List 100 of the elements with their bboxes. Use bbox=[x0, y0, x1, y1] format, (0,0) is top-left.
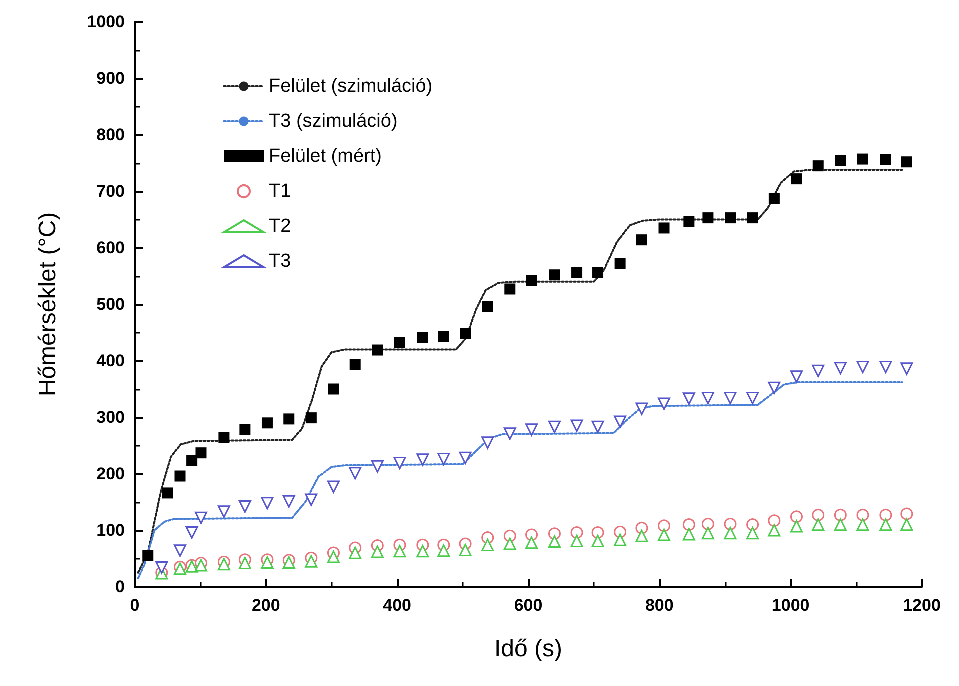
point bbox=[592, 420, 604, 434]
point bbox=[570, 534, 584, 548]
point bbox=[194, 512, 208, 524]
y-tick-label: 800 bbox=[96, 126, 125, 144]
point bbox=[416, 454, 430, 466]
point bbox=[812, 518, 825, 532]
point bbox=[526, 275, 538, 286]
point bbox=[724, 527, 737, 540]
point bbox=[658, 520, 671, 532]
point bbox=[834, 518, 847, 532]
point bbox=[768, 514, 781, 528]
point bbox=[572, 267, 583, 278]
y-tick-label: 1000 bbox=[87, 12, 125, 32]
point bbox=[682, 528, 696, 541]
point bbox=[459, 452, 472, 464]
point bbox=[327, 480, 340, 494]
point bbox=[349, 467, 362, 480]
point bbox=[284, 414, 295, 425]
point bbox=[459, 544, 472, 557]
point bbox=[142, 550, 154, 562]
point bbox=[835, 155, 846, 166]
point bbox=[174, 470, 186, 482]
point bbox=[636, 530, 648, 542]
point bbox=[438, 331, 450, 342]
x-tick-label: 0 bbox=[130, 596, 140, 615]
point bbox=[724, 212, 736, 224]
point bbox=[328, 384, 340, 395]
point bbox=[791, 174, 802, 185]
point bbox=[658, 398, 671, 410]
line-series bbox=[137, 169, 904, 574]
point bbox=[504, 284, 516, 295]
point bbox=[702, 392, 714, 405]
point bbox=[658, 528, 671, 542]
point bbox=[684, 216, 695, 228]
point bbox=[812, 509, 825, 522]
point bbox=[349, 546, 362, 560]
point bbox=[614, 526, 627, 538]
point bbox=[174, 544, 187, 558]
point bbox=[238, 557, 252, 570]
x-tick-label: 200 bbox=[252, 596, 280, 615]
point bbox=[482, 301, 494, 312]
point bbox=[856, 509, 870, 522]
legend-label: T1 bbox=[269, 181, 292, 202]
point bbox=[504, 428, 516, 440]
point bbox=[724, 392, 737, 405]
point bbox=[880, 360, 892, 374]
point bbox=[417, 332, 428, 344]
point bbox=[262, 418, 273, 429]
point bbox=[504, 538, 516, 550]
point bbox=[834, 362, 847, 375]
y-tick-label: 900 bbox=[96, 69, 125, 88]
point bbox=[768, 524, 781, 537]
x-tick-label: 400 bbox=[383, 596, 412, 615]
point bbox=[394, 337, 406, 348]
point bbox=[790, 370, 803, 384]
point bbox=[592, 534, 604, 548]
point bbox=[371, 546, 384, 558]
point bbox=[724, 518, 737, 531]
point bbox=[438, 544, 450, 558]
x-tick-label: 1000 bbox=[772, 596, 810, 615]
point bbox=[549, 270, 560, 281]
point bbox=[746, 518, 760, 532]
point bbox=[548, 420, 561, 434]
point bbox=[636, 522, 648, 534]
point bbox=[900, 518, 914, 532]
point bbox=[482, 538, 494, 552]
point bbox=[592, 526, 604, 540]
point bbox=[162, 488, 174, 499]
point bbox=[438, 453, 450, 466]
point bbox=[327, 550, 340, 564]
point bbox=[186, 456, 198, 467]
y-tick-label: 600 bbox=[96, 238, 125, 258]
y-tick-label: 300 bbox=[96, 408, 125, 427]
point bbox=[240, 424, 251, 436]
y-tick-label: 200 bbox=[96, 464, 125, 484]
point bbox=[218, 432, 230, 444]
point bbox=[682, 392, 696, 406]
point bbox=[614, 416, 627, 428]
point bbox=[614, 534, 627, 546]
point bbox=[526, 536, 538, 550]
legend-label: T3 (szimuláció) bbox=[269, 111, 398, 132]
point bbox=[526, 424, 538, 436]
point bbox=[812, 160, 824, 172]
x-tick-label: 800 bbox=[645, 596, 674, 615]
point bbox=[790, 520, 803, 533]
point bbox=[812, 364, 825, 378]
point bbox=[282, 495, 296, 508]
point bbox=[238, 500, 252, 514]
legend-label: T2 bbox=[269, 216, 292, 237]
point bbox=[900, 362, 914, 376]
point bbox=[261, 497, 274, 510]
point bbox=[636, 234, 648, 246]
y-tick-label: 500 bbox=[96, 295, 125, 314]
point bbox=[570, 420, 584, 432]
point bbox=[460, 328, 472, 340]
point bbox=[768, 382, 781, 394]
point bbox=[658, 222, 670, 234]
point bbox=[702, 527, 714, 540]
x-axis-title: Idő (s) bbox=[494, 636, 563, 662]
point bbox=[372, 344, 384, 356]
